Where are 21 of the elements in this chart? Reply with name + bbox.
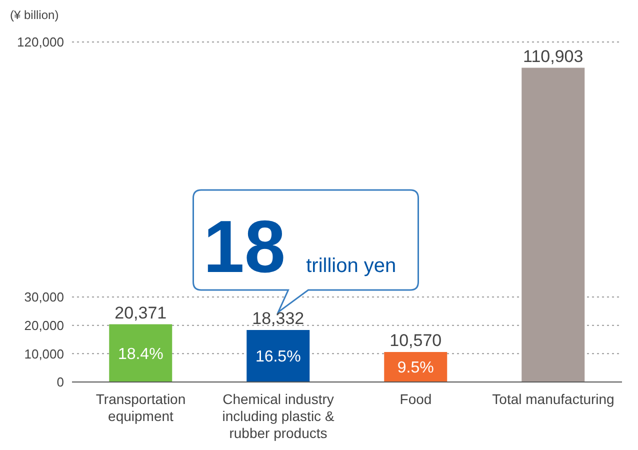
data-label: 110,903 [523,46,584,66]
y-tick-label: 20,000 [24,318,64,333]
bar [522,68,585,382]
y-tick-label: 120,000 [17,34,64,50]
y-axis-title: (¥ billion) [10,8,59,22]
data-label: 20,371 [114,303,167,322]
x-tick-label: Food [400,391,432,407]
annotation: 18.4% [118,346,164,363]
x-tick-label: Chemical industry including plastic & rubber products [222,391,335,441]
y-tick-label: 30,000 [24,290,64,305]
y-tick-label: 0 [56,374,64,390]
annotation: 18 trillion yen [203,205,396,288]
bar [246,330,310,382]
x-tick-label: Total manufacturing [492,391,614,407]
data-label: 10,570 [390,331,442,350]
bar [109,324,172,382]
y-tick-label: 10,000 [24,346,64,362]
x-tick-label: Transportation equipment [96,391,186,424]
annotation: 9.5% [397,360,434,377]
annotation: 16.5% [255,348,301,366]
data-label: 18,332 [252,309,304,328]
